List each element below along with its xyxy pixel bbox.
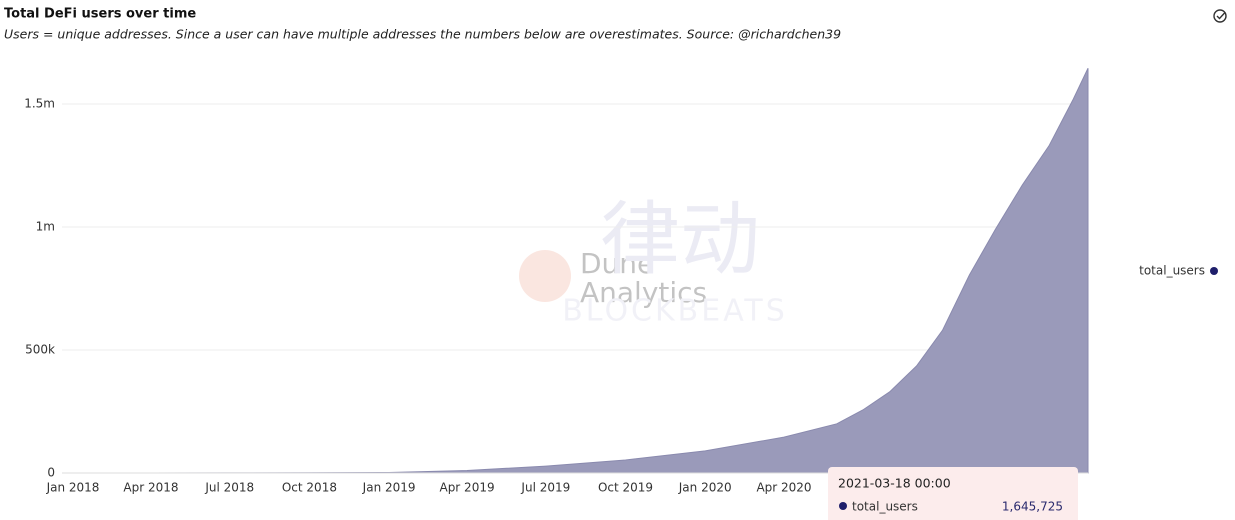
x-tick-label: Oct 2019 bbox=[598, 481, 653, 495]
tooltip-marker bbox=[839, 502, 847, 510]
watermark-brand-sub: Analytics bbox=[580, 276, 707, 309]
y-tick-label: 1m bbox=[36, 220, 55, 234]
tooltip-date: 2021-03-18 00:00 bbox=[838, 476, 951, 491]
check-icon[interactable] bbox=[1213, 9, 1227, 23]
watermark-mark-sub: BLOCKBEATS bbox=[562, 294, 788, 329]
chart-subtitle: Users = unique addresses. Since a user c… bbox=[4, 27, 841, 42]
chart-title: Total DeFi users over time bbox=[4, 7, 196, 22]
x-tick-label: Apr 2019 bbox=[439, 481, 494, 495]
tooltip-box bbox=[828, 467, 1078, 520]
x-tick-label: Apr 2020 bbox=[756, 481, 811, 495]
tooltip-value: 1,645,725 bbox=[1002, 500, 1063, 514]
x-tick-label: Jul 2018 bbox=[204, 481, 254, 495]
x-tick-label: Jan 2018 bbox=[46, 481, 100, 495]
watermark-mark: 律动 bbox=[600, 193, 760, 286]
check-mark bbox=[1216, 12, 1226, 20]
tooltip-series: total_users bbox=[852, 500, 918, 514]
x-tick-label: Jan 2019 bbox=[362, 481, 416, 495]
x-tick-label: Oct 2018 bbox=[282, 481, 337, 495]
legend-marker bbox=[1210, 267, 1218, 275]
x-tick-label: Jan 2020 bbox=[678, 481, 732, 495]
check-circle bbox=[1213, 9, 1227, 23]
x-tick-label: Jul 2019 bbox=[520, 481, 570, 495]
tooltip: 2021-03-18 00:00 total_users 1,645,725 bbox=[828, 467, 1078, 520]
y-tick-label: 0 bbox=[47, 466, 55, 480]
y-tick-label: 500k bbox=[25, 343, 55, 357]
watermark-logo bbox=[519, 250, 571, 302]
y-tick-label: 1.5m bbox=[24, 97, 55, 111]
legend-label: total_users bbox=[1139, 264, 1205, 278]
watermark-brand: Dune bbox=[580, 247, 654, 280]
x-tick-label: Apr 2018 bbox=[123, 481, 178, 495]
